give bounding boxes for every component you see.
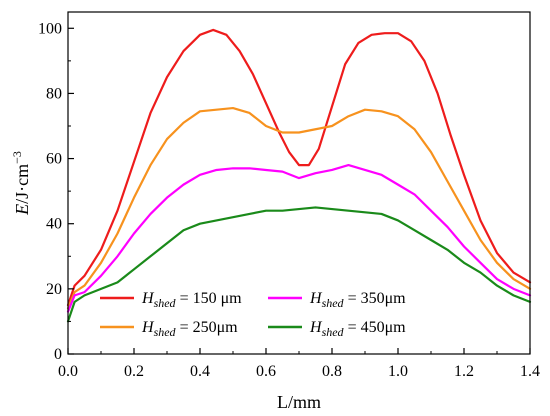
legend-subscript: shed [322, 296, 345, 310]
y-axis-title-unit: /J·cm [12, 164, 32, 204]
legend-label: Hshed = 250μm [141, 319, 238, 339]
y-tick-label: 0 [54, 346, 62, 363]
legend-label: Hshed = 150 μm [141, 290, 242, 310]
legend-label: Hshed = 450μm [309, 319, 406, 339]
y-tick-label: 40 [46, 216, 62, 233]
series-line-3 [66, 163, 532, 313]
y-tick-label: 60 [46, 151, 62, 168]
x-tick-label: 0.6 [256, 363, 276, 380]
legend-symbol: H [141, 319, 155, 336]
series-layer [66, 28, 532, 323]
y-tick-label: 80 [46, 85, 62, 102]
x-tick-label: 0.0 [58, 363, 78, 380]
x-tick-label: 0.4 [190, 363, 210, 380]
labels-layer: 0.0 0.2 0.4 0.6 0.8 1.0 1.2 1.4 0 20 40 60 80 100 [38, 20, 540, 380]
y-axis-title: E/J·cm−3 [10, 151, 32, 216]
legend-subscript: shed [154, 325, 177, 339]
x-tick-label: 1.4 [520, 363, 540, 380]
x-axis-title: L/mm [277, 392, 321, 412]
x-tick-label: 0.2 [124, 363, 144, 380]
legend-subscript: shed [322, 325, 345, 339]
y-axis-title-exponent: −3 [10, 151, 24, 164]
series-line-4 [66, 206, 532, 323]
y-tick-label: 100 [38, 20, 62, 37]
ticks-layer [67, 27, 531, 355]
legend-value: = 250μm [176, 319, 239, 336]
plot-frame [67, 11, 531, 355]
series-line-2 [66, 106, 532, 310]
y-tick-label: 20 [46, 281, 62, 298]
legend-symbol: H [309, 319, 323, 336]
legend-label: Hshed = 350μm [309, 290, 406, 310]
legend-subscript: shed [154, 296, 177, 310]
series-line-1 [66, 28, 532, 307]
x-tick-label: 1.2 [454, 363, 474, 380]
legend-symbol: H [141, 290, 155, 307]
legend-value: = 150 μm [176, 290, 243, 307]
x-tick-label: 0.8 [322, 363, 342, 380]
y-axis-title-symbol: E [12, 204, 32, 216]
legend-value: = 350μm [344, 290, 407, 307]
x-tick-label: 1.0 [388, 363, 408, 380]
legend-value: = 450μm [344, 319, 407, 336]
legend-symbol: H [309, 290, 323, 307]
